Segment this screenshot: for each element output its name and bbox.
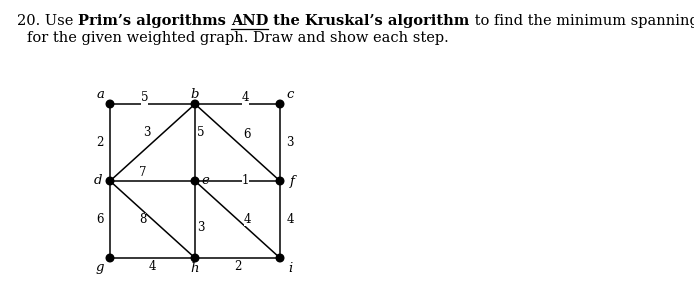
Text: 2: 2 <box>234 259 242 273</box>
Text: to find the minimum spanning tree: to find the minimum spanning tree <box>470 14 694 28</box>
Text: b: b <box>191 88 199 102</box>
Text: c: c <box>287 88 294 102</box>
Text: 3: 3 <box>197 221 205 234</box>
Text: h: h <box>191 261 199 275</box>
Text: e: e <box>201 174 209 188</box>
Circle shape <box>192 177 198 185</box>
Text: 1: 1 <box>242 174 249 188</box>
Text: a: a <box>96 88 104 102</box>
Text: f: f <box>289 174 294 188</box>
Text: 4: 4 <box>242 92 249 104</box>
Circle shape <box>192 254 198 262</box>
Text: 4: 4 <box>244 213 251 226</box>
Circle shape <box>106 100 114 108</box>
Text: 5: 5 <box>197 126 205 139</box>
Circle shape <box>276 100 284 108</box>
Circle shape <box>276 254 284 262</box>
Text: 3: 3 <box>143 126 150 139</box>
Text: Prim’s algorithms: Prim’s algorithms <box>78 14 231 28</box>
Text: 20. Use: 20. Use <box>17 14 78 28</box>
Text: 4: 4 <box>286 213 294 226</box>
Circle shape <box>276 177 284 185</box>
Text: d: d <box>94 174 102 188</box>
Circle shape <box>192 100 198 108</box>
Text: 5: 5 <box>141 92 149 104</box>
Text: i: i <box>288 261 292 275</box>
Text: g: g <box>96 261 104 275</box>
Text: 8: 8 <box>139 213 146 226</box>
Text: AND: AND <box>231 14 269 28</box>
Text: 2: 2 <box>96 136 103 149</box>
Text: 6: 6 <box>244 128 251 141</box>
Circle shape <box>106 177 114 185</box>
Text: 7: 7 <box>139 166 146 180</box>
Text: 3: 3 <box>286 136 294 149</box>
Text: for the given weighted graph. Draw and show each step.: for the given weighted graph. Draw and s… <box>27 31 449 45</box>
Text: 4: 4 <box>149 259 156 273</box>
Text: 6: 6 <box>96 213 103 226</box>
Circle shape <box>106 254 114 262</box>
Text: the Kruskal’s algorithm: the Kruskal’s algorithm <box>269 14 470 28</box>
